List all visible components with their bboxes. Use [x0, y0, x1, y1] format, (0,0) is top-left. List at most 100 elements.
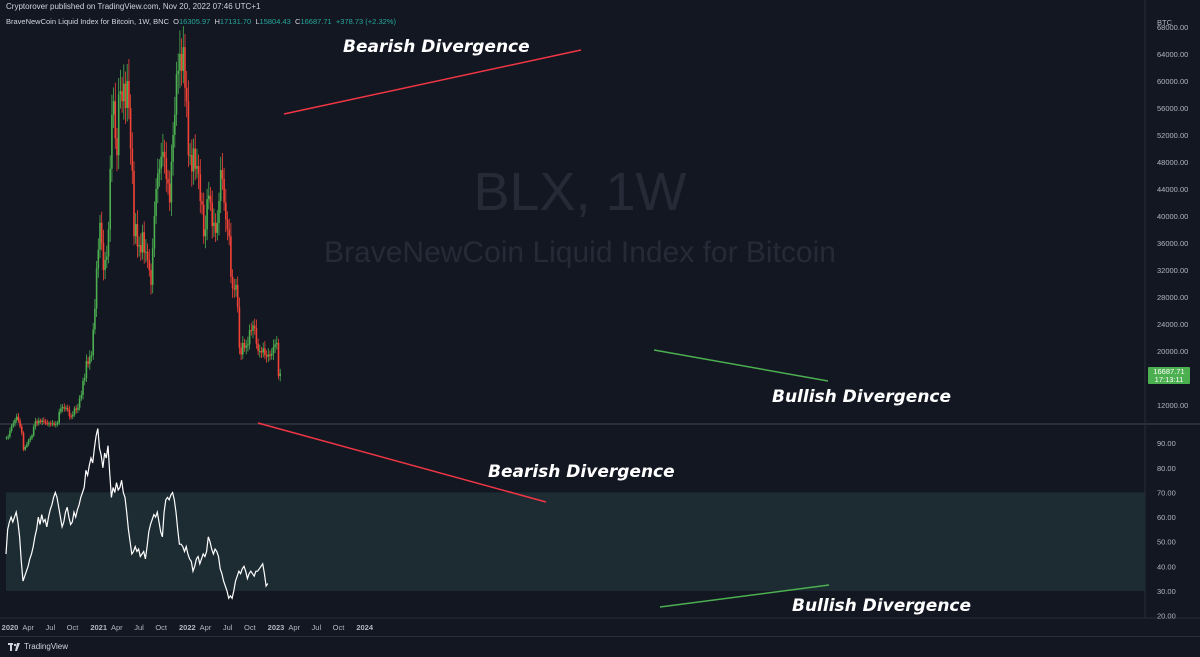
candle-body — [34, 421, 37, 427]
candle-body — [250, 330, 253, 332]
candle-body — [189, 155, 191, 157]
candle-body — [138, 245, 140, 247]
candle-body — [223, 178, 225, 203]
price-bearish-trendline[interactable] — [283, 49, 582, 115]
tradingview-mark-icon — [8, 642, 20, 651]
candle-body — [274, 344, 276, 348]
symbol-info-bar: BraveNewCoin Liquid Index for Bitcoin, 1… — [6, 17, 396, 26]
candle-body — [80, 394, 83, 399]
close-value: 16687.71 — [300, 17, 332, 26]
candle-body — [29, 438, 32, 441]
candle-body — [70, 415, 72, 417]
candlestick-series — [5, 26, 281, 452]
price-bullish-trendline[interactable] — [653, 349, 829, 382]
candle-body — [107, 229, 110, 257]
tradingview-logo[interactable]: TradingView — [8, 642, 68, 651]
candle-body — [247, 344, 249, 346]
chart-canvas[interactable]: BLX, 1W BraveNewCoin Liquid Index for Bi… — [0, 0, 1200, 636]
candle-body — [235, 284, 237, 290]
candle-body — [15, 416, 18, 420]
candle-body — [182, 47, 185, 71]
price-axis[interactable]: 12000.0016000.0020000.0024000.0028000.00… — [1157, 23, 1188, 410]
candle-body — [238, 307, 241, 348]
candle-body — [145, 251, 147, 253]
candle-body — [243, 342, 246, 348]
candle-body — [19, 420, 21, 427]
candle-body — [214, 222, 217, 233]
low-label: L — [255, 17, 260, 26]
candle-body — [5, 437, 8, 439]
price-bullish-label[interactable]: Bullish Divergence — [772, 387, 951, 407]
candle-body — [253, 325, 256, 329]
candle-body — [184, 47, 186, 88]
price-bearish-label[interactable]: Bearish Divergence — [343, 37, 530, 57]
candle-body — [276, 342, 278, 345]
candle-body — [99, 222, 101, 250]
candle-body — [73, 408, 76, 415]
candle-body — [155, 188, 157, 216]
candle-body — [39, 420, 42, 422]
low-value: 15804.43 — [259, 17, 291, 26]
price-tick-label: 32000.00 — [1157, 266, 1188, 275]
candle-body — [230, 236, 232, 277]
candle-body — [63, 407, 66, 409]
candle-body — [109, 168, 111, 230]
candle-body — [12, 423, 15, 427]
footer-bar: TradingView — [0, 636, 1200, 657]
bar-countdown: 17:13:11 — [1155, 375, 1184, 384]
published-text: Cryptorover published on TradingView.com… — [6, 2, 261, 11]
candle-body — [48, 423, 50, 425]
candle-body — [123, 83, 125, 102]
candle-body — [102, 243, 105, 271]
candle-body — [265, 355, 268, 357]
candle-body — [248, 330, 251, 345]
candle-body — [134, 224, 137, 237]
price-tick-label: 48000.00 — [1157, 158, 1188, 167]
candle-body — [46, 422, 49, 425]
candle-body — [245, 345, 247, 348]
change-value: +378.73 (+2.32%) — [335, 17, 396, 26]
candle-body — [196, 166, 198, 169]
candle-body — [9, 430, 11, 437]
time-axis[interactable]: 2020 Apr Jul Oct 2021 Apr Jul Oct 2022 Apr Jul Oct 2… — [2, 623, 374, 632]
candle-body — [197, 166, 200, 175]
candle-body — [119, 91, 122, 95]
candle-body — [206, 199, 208, 230]
candle-body — [202, 204, 205, 237]
candle-body — [129, 107, 132, 149]
candle-body — [233, 288, 236, 290]
symbol-name[interactable]: BraveNewCoin Liquid Index for Bitcoin, 1… — [6, 17, 169, 26]
candle-body — [162, 151, 164, 157]
candle-body — [111, 114, 113, 169]
candle-body — [55, 424, 57, 426]
price-tick-label: 44000.00 — [1157, 185, 1188, 194]
candle-body — [260, 351, 263, 353]
candle-body — [53, 423, 55, 425]
candle-body — [225, 202, 227, 220]
high-value: 17131.70 — [219, 17, 252, 26]
rsi-axis[interactable]: 20.00 30.00 40.00 50.00 60.00 70.00 80.00 90.00 — [1157, 439, 1176, 620]
candle-body — [158, 168, 161, 174]
rsi-bearish-label[interactable]: Bearish Divergence — [488, 462, 675, 482]
candle-body — [221, 170, 224, 179]
candle-body — [32, 426, 35, 436]
rsi-bullish-label[interactable]: Bullish Divergence — [792, 596, 971, 616]
candle-body — [153, 216, 156, 249]
last-price-tag — [1148, 367, 1190, 384]
price-tick-label: 56000.00 — [1157, 104, 1188, 113]
candle-body — [58, 411, 60, 423]
rsi-tick-label: 40.00 — [1157, 562, 1176, 571]
rsi-bearish-trendline[interactable] — [257, 422, 547, 503]
candle-body — [226, 219, 229, 230]
rsi-tick-label: 60.00 — [1157, 513, 1176, 522]
candle-body — [90, 355, 93, 357]
candle-body — [95, 268, 98, 309]
candle-body — [68, 409, 71, 416]
rsi-bullish-trendline[interactable] — [659, 584, 830, 608]
candle-body — [219, 170, 222, 202]
candle-body — [168, 183, 171, 203]
candle-body — [43, 420, 45, 422]
published-header: Cryptorover published on TradingView.com… — [0, 0, 1200, 14]
candle-body — [279, 373, 281, 377]
